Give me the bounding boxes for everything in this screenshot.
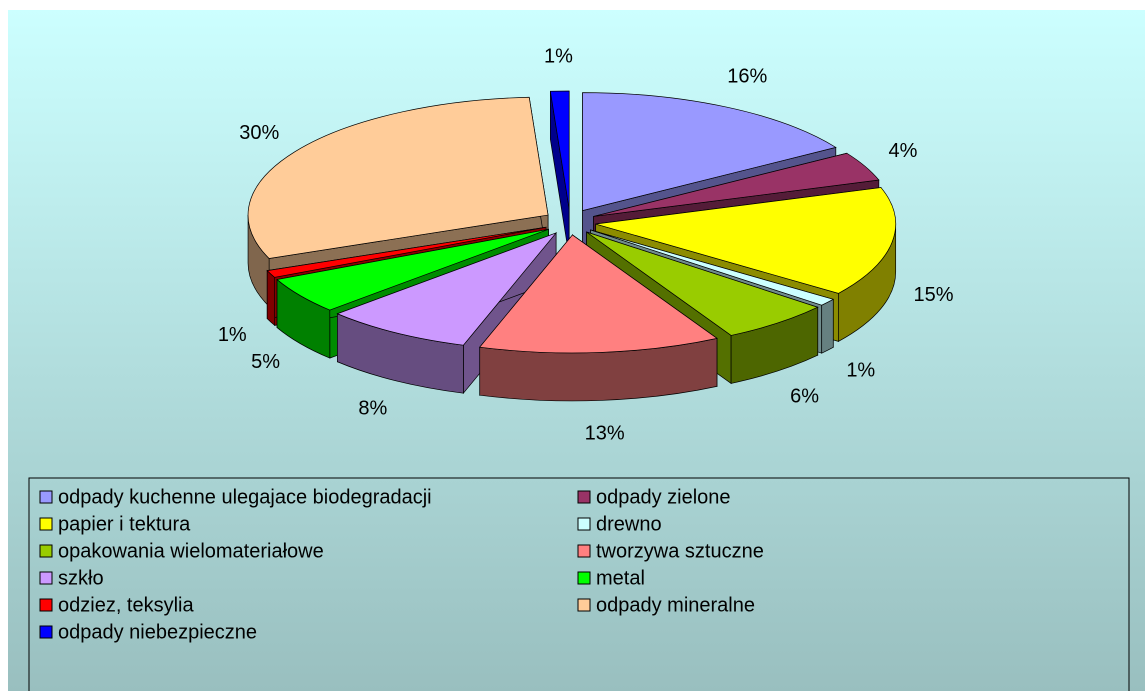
legend-swatch: [577, 571, 591, 585]
legend-swatch: [39, 517, 53, 531]
legend-swatch: [577, 598, 591, 612]
data-label: 6%: [790, 385, 819, 407]
legend-label: odpady mineralne: [596, 594, 755, 616]
slice-top: [582, 92, 837, 212]
legend-swatch: [577, 544, 591, 558]
legend-label: odpady niebezpieczne: [58, 621, 257, 643]
legend-label: odziez, teksylia: [58, 594, 194, 616]
data-label: 30%: [239, 122, 279, 144]
slice-top: [549, 90, 570, 210]
data-label: 8%: [358, 398, 387, 420]
legend-label: odpady kuchenne ulegajace biodegradacji: [58, 486, 432, 508]
data-label: 13%: [585, 423, 625, 445]
slice-top: [479, 234, 718, 354]
data-label: 1%: [218, 324, 247, 346]
slice: [479, 233, 718, 402]
legend-label: papier i tektura: [58, 513, 191, 535]
slice-top: [590, 229, 835, 306]
data-label: 1%: [846, 359, 875, 381]
legend-swatch: [39, 490, 53, 504]
legend-label: tworzywa sztuczne: [596, 540, 764, 562]
legend-label: metal: [596, 567, 645, 589]
data-label: 16%: [727, 66, 767, 88]
legend-swatch: [39, 544, 53, 558]
legend-label: opakowania wielomateriałowe: [58, 540, 324, 562]
legend-swatch: [39, 625, 53, 639]
slice-top: [586, 231, 819, 336]
legend-label: szkło: [58, 567, 104, 589]
legend-box: [28, 477, 1130, 691]
slice-top: [593, 152, 880, 217]
legend-swatch: [577, 490, 591, 504]
legend-swatch: [39, 598, 53, 612]
slice-top: [266, 226, 547, 278]
data-label: 1%: [544, 45, 573, 67]
legend-label: odpady zielone: [596, 486, 731, 508]
data-label: 15%: [913, 284, 953, 306]
slice-top: [276, 228, 549, 311]
slice-top: [247, 96, 549, 259]
slice-wall: [266, 269, 276, 327]
data-label: 5%: [251, 351, 280, 373]
slice: [336, 232, 558, 395]
legend-swatch: [39, 571, 53, 585]
data-label: 4%: [889, 140, 918, 162]
slice-top: [595, 187, 896, 294]
legend-swatch: [577, 517, 591, 531]
slice-wall: [821, 298, 834, 354]
slice-top: [336, 232, 558, 346]
legend-label: drewno: [596, 513, 662, 535]
